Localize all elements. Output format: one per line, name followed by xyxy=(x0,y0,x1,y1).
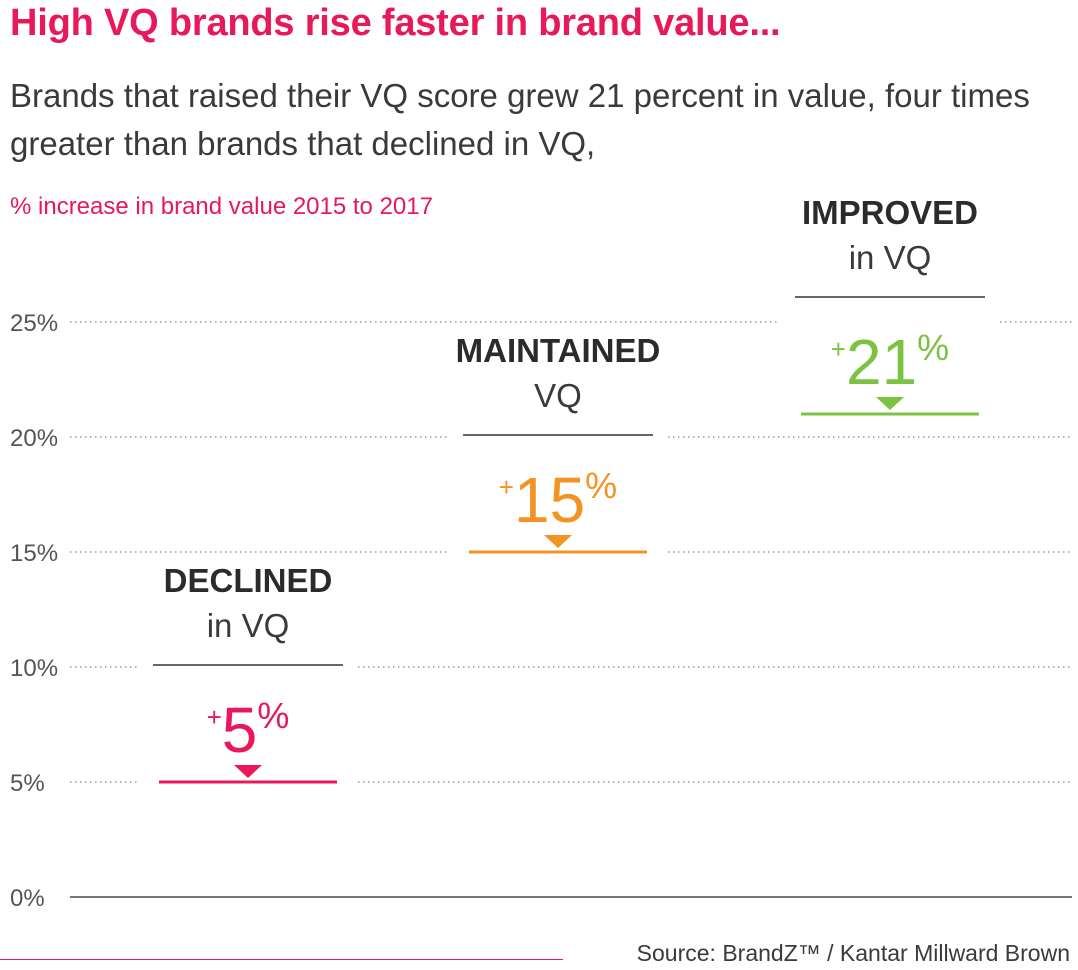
chart-title: High VQ brands rise faster in brand valu… xyxy=(10,2,781,44)
y-tick-label: 25% xyxy=(10,310,58,337)
value-marker-pointer xyxy=(876,397,904,410)
y-tick-label: 20% xyxy=(10,425,58,452)
category-heading: IMPROVED xyxy=(802,194,978,231)
category-subheading: VQ xyxy=(534,377,582,414)
value-marker-pointer xyxy=(544,535,572,548)
y-tick-label: 5% xyxy=(10,770,45,797)
source-note: Source: BrandZ™ / Kantar Millward Brown xyxy=(636,940,1070,966)
category-subheading: in VQ xyxy=(207,607,290,644)
source-divider xyxy=(0,959,563,960)
category-heading: MAINTAINED xyxy=(456,332,661,369)
data-label: +5% xyxy=(207,694,290,766)
y-tick-label: 0% xyxy=(10,885,45,912)
data-label: +21% xyxy=(831,326,949,398)
category-subheading: in VQ xyxy=(849,239,932,276)
category-heading: DECLINED xyxy=(164,562,333,599)
data-label: +15% xyxy=(499,464,617,536)
y-axis-label: % increase in brand value 2015 to 2017 xyxy=(10,193,433,220)
y-tick-label: 10% xyxy=(10,655,58,682)
chart-subtitle: Brands that raised their VQ score grew 2… xyxy=(10,77,1030,162)
value-marker-pointer xyxy=(234,765,262,778)
y-tick-label: 15% xyxy=(10,540,58,567)
